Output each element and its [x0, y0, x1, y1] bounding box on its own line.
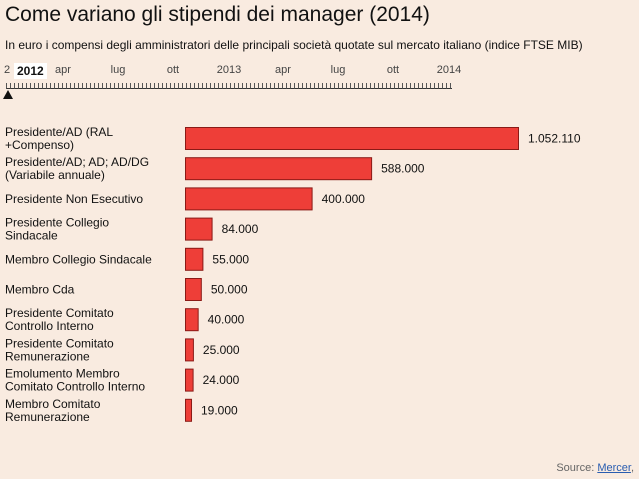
category-label: Presidente Comitato Remunerazione	[5, 336, 114, 363]
bar-value-label: 84.000	[222, 222, 259, 236]
category-label: Membro Comitato Remunerazione	[5, 397, 101, 424]
category-label: Membro Collegio Sindacale	[5, 252, 152, 266]
timeline-ruler[interactable]	[6, 80, 452, 90]
category-label: Emolumento Membro Comitato Controllo Inte…	[5, 367, 145, 394]
bar[interactable]	[185, 187, 313, 211]
category-label-line: (Variabile annuale)	[5, 168, 105, 182]
category-label-line: Membro Cda	[5, 283, 75, 297]
timeline-slider[interactable]: 2 2012 apr lug ott 2013 apr lug ott 2014	[0, 60, 470, 104]
category-label: Membro Cda	[5, 283, 75, 297]
category-label: Presidente/AD; AD; AD/DG (Variabile annua…	[5, 155, 149, 182]
bar-value-label: 1.052.110	[528, 132, 581, 146]
timeline-label[interactable]: apr	[55, 64, 71, 76]
category-label-line: Membro Collegio Sindacale	[5, 252, 152, 266]
bar-value-label: 50.000	[211, 283, 248, 297]
source-link[interactable]: Mercer	[597, 462, 631, 474]
category-label-line: Remunerazione	[5, 349, 90, 363]
bar-value-label: 24.000	[203, 373, 240, 387]
bar[interactable]	[185, 247, 204, 271]
bar[interactable]	[185, 157, 373, 181]
timeline-label[interactable]: 2014	[436, 64, 462, 76]
bar-value-label: 400.000	[322, 192, 366, 206]
category-label-line: Emolumento Membro	[5, 367, 120, 381]
timeline-label[interactable]: ott	[386, 64, 400, 76]
timeline-label[interactable]: apr	[275, 64, 291, 76]
timeline-current-year[interactable]: 2012	[14, 63, 47, 79]
source-prefix: Source:	[556, 462, 598, 474]
category-label: Presidente Non Esecutivo	[5, 192, 143, 206]
timeline-first-label: 2	[4, 64, 11, 76]
bar-chart: 1.052.110 Presidente/AD (RAL +Compenso) 588…	[5, 125, 581, 424]
bar-value-label: 588.000	[381, 162, 425, 176]
category-label-line: Controllo Interno	[5, 319, 94, 333]
bar[interactable]	[185, 338, 194, 362]
bar-value-label: 55.000	[212, 252, 249, 266]
category-label-line: Membro Comitato	[5, 397, 101, 411]
timeline-label[interactable]: 2013	[216, 64, 242, 76]
bar[interactable]	[185, 127, 519, 150]
source-suffix: ,	[630, 462, 634, 474]
category-label: Presidente Comitato Controllo Interno	[5, 306, 114, 333]
bar[interactable]	[185, 398, 193, 422]
chart-subtitle: In euro i compensi degli amministratori …	[5, 38, 583, 52]
category-label-line: Presidente Comitato	[5, 306, 114, 320]
bar[interactable]	[185, 308, 199, 332]
category-label-line: Comitato Controllo Interno	[5, 380, 145, 394]
bar[interactable]	[185, 217, 213, 241]
chart-title: Come variano gli stipendi dei manager (2…	[5, 3, 430, 26]
timeline-label[interactable]: ott	[166, 64, 180, 76]
category-label-line: Presidente Comitato	[5, 336, 114, 350]
timeline-label[interactable]: lug	[330, 64, 346, 76]
category-label-line: +Compenso)	[5, 138, 74, 152]
category-label-line: Remunerazione	[5, 410, 90, 424]
category-label: Presidente Collegio Sindacale	[5, 216, 109, 243]
source-note: Source: Mercer,	[556, 462, 634, 474]
category-label-line: Sindacale	[5, 229, 58, 243]
bar-value-label: 19.000	[201, 403, 238, 417]
category-label: Presidente/AD (RAL +Compenso)	[5, 125, 113, 152]
category-label-line: Presidente/AD (RAL	[5, 125, 113, 139]
timeline-handle-icon[interactable]	[3, 90, 13, 99]
bar[interactable]	[185, 278, 202, 301]
bar[interactable]	[185, 368, 194, 392]
timeline-label[interactable]: lug	[110, 64, 126, 76]
category-label-line: Presidente/AD; AD; AD/DG	[5, 155, 149, 169]
category-label-line: Presidente Non Esecutivo	[5, 192, 143, 206]
bar-value-label: 40.000	[208, 313, 245, 327]
category-label-line: Presidente Collegio	[5, 216, 109, 230]
bar-value-label: 25.000	[203, 343, 240, 357]
